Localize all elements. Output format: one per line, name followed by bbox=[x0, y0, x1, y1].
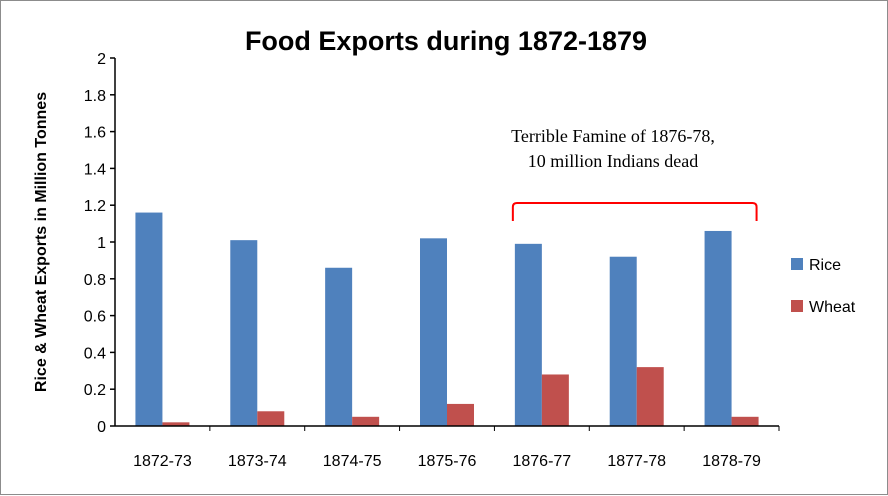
legend-label-wheat: Wheat bbox=[809, 299, 856, 316]
bar-rice-1878-79 bbox=[704, 230, 732, 426]
y-axis-label: Rice & Wheat Exports in Million Tonnes bbox=[33, 92, 50, 392]
y-tick-label: 0.8 bbox=[84, 272, 106, 289]
y-tick-label: 2 bbox=[97, 51, 106, 68]
x-tick-label: 1872-73 bbox=[133, 453, 192, 470]
bar-rice-1874-75 bbox=[325, 267, 353, 426]
y-tick-label: 0.4 bbox=[84, 345, 106, 362]
y-tick-label: 1.8 bbox=[84, 88, 106, 105]
y-tick-label: 0.2 bbox=[84, 382, 106, 399]
annotation-line-1: Terrible Famine of 1876-78, bbox=[511, 126, 715, 146]
bar-wheat-1874-75 bbox=[352, 416, 380, 426]
y-tick-label: 1.6 bbox=[84, 125, 106, 142]
x-tick-label: 1875-76 bbox=[418, 453, 477, 470]
x-tick-label: 1874-75 bbox=[323, 453, 382, 470]
x-tick-label: 1877-78 bbox=[607, 453, 666, 470]
bar-wheat-1873-74 bbox=[257, 411, 285, 426]
bar-wheat-1875-76 bbox=[447, 403, 474, 426]
bar-rice-1875-76 bbox=[420, 238, 447, 426]
y-tick-label: 0 bbox=[97, 419, 106, 436]
bar-rice-1876-77 bbox=[514, 243, 542, 426]
annotation-bracket bbox=[511, 202, 758, 221]
bar-wheat-1876-77 bbox=[541, 374, 569, 426]
legend-swatch-rice bbox=[791, 258, 803, 270]
bar-wheat-1878-79 bbox=[731, 416, 759, 426]
annotation-line-2: 10 million Indians dead bbox=[528, 151, 698, 171]
bar-wheat-1872-73 bbox=[162, 422, 190, 426]
y-tick-label: 1 bbox=[97, 235, 106, 252]
y-tick-label: 1.2 bbox=[84, 198, 106, 215]
bar-rice-1873-74 bbox=[230, 240, 258, 426]
y-tick-label: 0.6 bbox=[84, 309, 106, 326]
legend: Rice Wheat bbox=[791, 257, 856, 316]
bar-rice-1877-78 bbox=[609, 256, 637, 426]
x-tick-label: 1876-77 bbox=[512, 453, 571, 470]
bar-rice-1872-73 bbox=[135, 212, 163, 426]
legend-swatch-wheat bbox=[791, 300, 803, 312]
x-tick-label: 1878-79 bbox=[702, 453, 761, 470]
x-tick-label: 1873-74 bbox=[228, 453, 287, 470]
y-tick-label: 1.4 bbox=[84, 161, 106, 178]
bar-wheat-1877-78 bbox=[636, 367, 664, 426]
legend-label-rice: Rice bbox=[809, 257, 841, 274]
chart-title: Food Exports during 1872-1879 bbox=[245, 26, 647, 56]
